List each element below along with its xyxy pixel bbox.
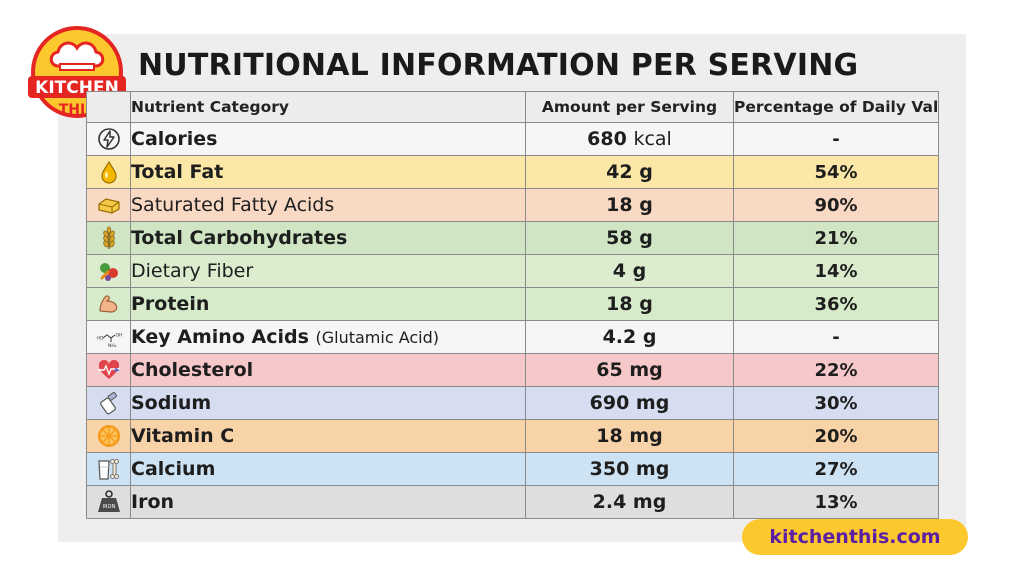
nutrient-daily-value: 13%: [733, 485, 939, 519]
nutrient-name-main: Key Amino Acids: [131, 326, 309, 348]
milk-bone-icon: [96, 456, 122, 482]
nutrient-name: Iron: [130, 485, 526, 519]
nutrient-name-sub: (Glutamic Acid): [315, 328, 440, 347]
heart-pulse-icon: [96, 357, 122, 383]
molecule-right-label: OH: [115, 333, 122, 339]
nutrient-amount: 58 g: [525, 221, 734, 255]
amount-value: 680: [587, 128, 627, 150]
nutrient-amount: 690 mg: [525, 386, 734, 420]
header-daily-value: Percentage of Daily Value: [733, 91, 939, 123]
table-row: Dietary Fiber 4 g 14%: [86, 254, 939, 288]
molecule-bottom-label: NH₂: [108, 343, 117, 349]
table-row: Protein 18 g 36%: [86, 287, 939, 321]
table-row: Vitamin C 18 mg 20%: [86, 419, 939, 453]
nutrient-name: Total Carbohydrates: [130, 221, 526, 255]
nutrition-table: Nutrient Category Amount per Serving Per…: [86, 91, 939, 519]
nutrient-name: Vitamin C: [130, 419, 526, 453]
nutrient-amount: 65 mg: [525, 353, 734, 387]
molecule-icon: HO OH NH₂: [96, 324, 122, 350]
nutrient-amount: 18 g: [525, 188, 734, 222]
nutrient-daily-value: 54%: [733, 155, 939, 189]
nutrient-amount: 350 mg: [525, 452, 734, 486]
table-row: Cholesterol 65 mg 22%: [86, 353, 939, 387]
muscle-icon: [96, 291, 122, 317]
nutrient-name: Saturated Fatty Acids: [130, 188, 526, 222]
nutrient-daily-value: 20%: [733, 419, 939, 453]
nutrient-name: Key Amino Acids (Glutamic Acid): [130, 320, 526, 354]
website-badge[interactable]: kitchenthis.com: [742, 519, 968, 555]
nutrient-daily-value: -: [733, 122, 939, 156]
nutrient-daily-value: 90%: [733, 188, 939, 222]
orange-slice-icon: [96, 423, 122, 449]
wheat-icon: [96, 225, 122, 251]
nutrient-amount: 4 g: [525, 254, 734, 288]
nutrient-amount: 4.2 g: [525, 320, 734, 354]
molecule-left-label: HO: [96, 336, 103, 342]
nutrient-daily-value: -: [733, 320, 939, 354]
page-title: NUTRITIONAL INFORMATION PER SERVING: [138, 48, 859, 83]
nutrient-name: Calcium: [130, 452, 526, 486]
nutrient-daily-value: 30%: [733, 386, 939, 420]
table-row: Sodium 690 mg 30%: [86, 386, 939, 420]
nutrient-amount: 18 mg: [525, 419, 734, 453]
nutrient-name: Protein: [130, 287, 526, 321]
amount-unit: kcal: [633, 128, 672, 150]
nutrient-daily-value: 27%: [733, 452, 939, 486]
weight-label: IRON: [102, 504, 115, 510]
header-nutrient-category: Nutrient Category: [130, 91, 526, 123]
table-row: Saturated Fatty Acids 18 g 90%: [86, 188, 939, 222]
vegetables-icon: [96, 258, 122, 284]
butter-icon: [96, 192, 122, 218]
nutrient-daily-value: 36%: [733, 287, 939, 321]
nutrient-amount: 680 kcal: [525, 122, 734, 156]
nutrient-name: Total Fat: [130, 155, 526, 189]
oil-drop-icon: [96, 159, 122, 185]
table-row: Calories 680 kcal -: [86, 122, 939, 156]
nutrient-daily-value: 22%: [733, 353, 939, 387]
table-row: Calcium 350 mg 27%: [86, 452, 939, 486]
salt-shaker-icon: [96, 390, 122, 416]
nutrient-name: Dietary Fiber: [130, 254, 526, 288]
nutrient-amount: 42 g: [525, 155, 734, 189]
nutrient-daily-value: 14%: [733, 254, 939, 288]
nutrient-daily-value: 21%: [733, 221, 939, 255]
table-row: Total Fat 42 g 54%: [86, 155, 939, 189]
nutrient-amount: 2.4 mg: [525, 485, 734, 519]
header-amount: Amount per Serving: [525, 91, 734, 123]
nutrient-amount: 18 g: [525, 287, 734, 321]
nutrient-name: Cholesterol: [130, 353, 526, 387]
table-row: HO OH NH₂ Key Amino Acids (Glutamic Acid) …: [86, 320, 939, 354]
table-header-row: Nutrient Category Amount per Serving Per…: [86, 91, 939, 123]
table-row: IRON Iron 2.4 mg 13%: [86, 485, 939, 519]
nutrient-name: Calories: [130, 122, 526, 156]
lightning-icon: [96, 126, 122, 152]
iron-weight-icon: IRON: [96, 489, 122, 515]
header-icon-cell: [86, 91, 131, 123]
table-row: Total Carbohydrates 58 g 21%: [86, 221, 939, 255]
nutrient-name: Sodium: [130, 386, 526, 420]
